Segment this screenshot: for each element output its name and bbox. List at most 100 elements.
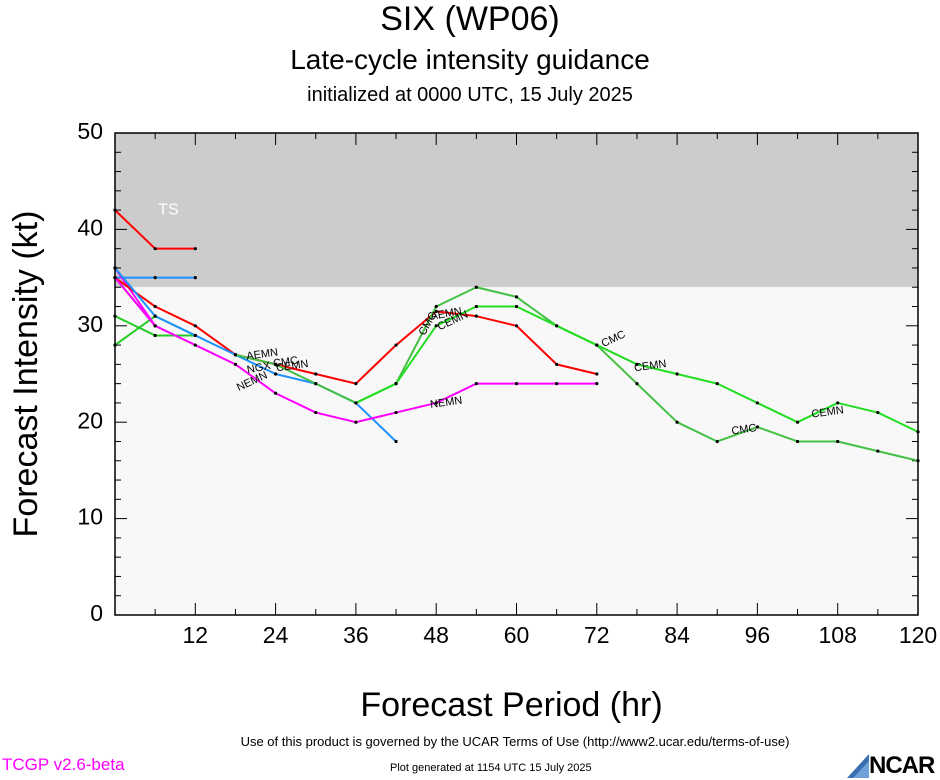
data-point: [755, 401, 760, 405]
data-point: [153, 333, 157, 338]
data-point: [836, 401, 840, 405]
data-point: [595, 343, 599, 347]
ncar-logo-text: NCAR: [869, 752, 935, 779]
data-point: [675, 372, 679, 376]
data-point: [474, 382, 478, 386]
x-axis-label: Forecast Period (hr): [360, 686, 662, 724]
y-tick-label: 10: [77, 504, 103, 530]
data-point: [354, 401, 358, 405]
data-point: [514, 324, 519, 328]
version-label: TCGP v2.6-beta: [2, 755, 125, 774]
data-point: [193, 343, 197, 347]
ncar-logo: NCAR: [847, 752, 935, 780]
data-point: [635, 362, 639, 366]
series-label: AEMN: [430, 305, 463, 322]
data-point: [514, 382, 519, 386]
data-point: [193, 276, 197, 280]
data-point: [394, 439, 398, 444]
y-tick-label: 0: [90, 600, 103, 626]
data-point: [274, 362, 278, 366]
data-point: [675, 420, 679, 424]
data-point: [193, 324, 197, 328]
data-point: [434, 401, 438, 405]
data-point: [434, 304, 438, 309]
x-tick-label: 84: [664, 622, 690, 648]
data-point: [876, 449, 880, 453]
series-label: NEMN: [429, 395, 463, 411]
series-line-guidance-5: [114, 267, 156, 327]
series-label: CEMN: [633, 358, 667, 374]
data-point: [394, 343, 398, 347]
data-point: [474, 314, 478, 318]
data-point: [635, 382, 639, 386]
data-point: [434, 309, 438, 313]
data-point: [153, 324, 157, 328]
data-point: [876, 410, 880, 415]
ncar-logo-icon: [847, 754, 869, 778]
data-point: [555, 324, 559, 328]
data-point: [153, 314, 157, 318]
y-tick-label: 50: [77, 118, 103, 144]
x-tick-label: 120: [899, 622, 937, 648]
data-point: [274, 391, 278, 395]
data-point: [795, 439, 800, 444]
data-point: [193, 333, 197, 338]
data-point: [314, 382, 318, 386]
intensity-band-1: [115, 287, 918, 615]
x-tick-label: 48: [423, 622, 449, 648]
data-point: [434, 324, 438, 328]
x-tick-label: 24: [263, 622, 289, 648]
data-point: [274, 372, 278, 376]
x-tick-label: 96: [745, 622, 771, 648]
x-tick-label: 72: [584, 622, 610, 648]
data-point: [795, 420, 800, 424]
series-label: CEMN: [275, 358, 309, 374]
series-label: CEMN: [811, 404, 845, 420]
data-point: [314, 410, 318, 415]
data-point: [836, 439, 840, 444]
series-label: CMC: [731, 422, 758, 437]
terms-of-use-notice: Use of this product is governed by the U…: [240, 734, 790, 749]
data-point: [233, 362, 238, 366]
x-tick-label: 60: [504, 622, 530, 648]
series-label: NGX: [246, 360, 272, 377]
data-point: [233, 353, 238, 357]
data-point: [354, 382, 358, 386]
data-point: [314, 372, 318, 376]
chart-subtitle: Late-cycle intensity guidance: [290, 44, 650, 75]
data-point: [555, 382, 559, 386]
y-tick-label: 40: [77, 214, 103, 240]
data-point: [755, 425, 760, 429]
data-point: [715, 439, 719, 444]
band-label-ts: TS: [158, 201, 178, 218]
data-point: [474, 304, 478, 309]
x-tick-label: 12: [183, 622, 209, 648]
x-tick-label: 36: [343, 622, 369, 648]
data-point: [514, 295, 519, 299]
data-point: [555, 362, 559, 366]
y-tick-label: 20: [77, 407, 103, 433]
data-point: [354, 420, 358, 424]
plot-frame: [114, 132, 919, 616]
series-label: AEMN: [246, 346, 279, 362]
data-point: [153, 276, 157, 280]
series-label: CMC: [272, 355, 299, 370]
generated-timestamp: Plot generated at 1154 UTC 15 July 2025: [390, 762, 592, 774]
data-point: [153, 304, 157, 309]
data-point: [193, 247, 197, 251]
y-tick-label: 30: [77, 311, 103, 337]
data-point: [394, 410, 398, 415]
y-axis-label: Forecast Intensity (kt): [7, 211, 45, 538]
x-tick-label: 108: [819, 622, 857, 648]
data-point: [153, 247, 157, 251]
data-point: [715, 382, 719, 386]
data-point: [595, 372, 599, 376]
data-point: [394, 382, 398, 386]
data-point: [474, 285, 478, 289]
data-point: [595, 382, 599, 386]
initialization-time: initialized at 0000 UTC, 15 July 2025: [307, 84, 633, 106]
data-point: [514, 304, 519, 309]
intensity-band-0: [115, 133, 918, 288]
chart-title: SIX (WP06): [380, 0, 560, 38]
